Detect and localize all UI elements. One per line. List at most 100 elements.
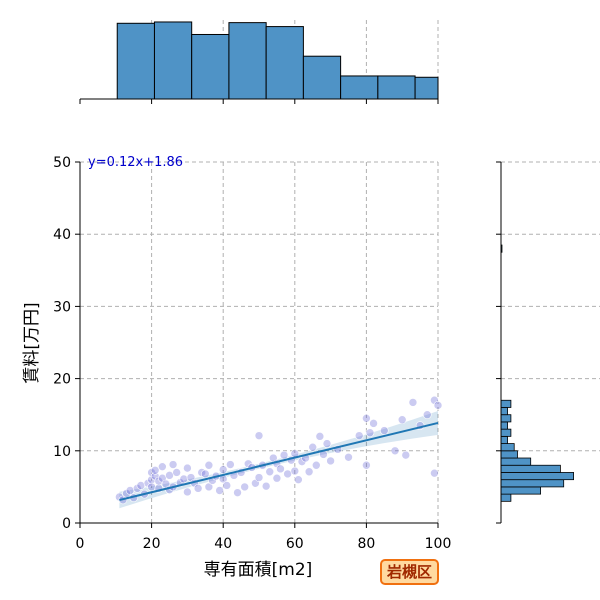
data-point <box>311 460 321 470</box>
data-point <box>226 460 235 469</box>
regression-equation: y=0.12x+1.86 <box>88 155 183 170</box>
x-tick-label: 0 <box>76 536 85 552</box>
y-axis-title: 賃料[万円] <box>22 302 42 383</box>
regression-line <box>119 421 439 502</box>
main-plot: 0 20 40 60 80 100 0 10 20 30 40 50 <box>53 155 451 552</box>
data-point <box>430 395 439 405</box>
data-point <box>297 457 307 466</box>
y-hist-bar <box>500 407 508 416</box>
data-point <box>344 452 353 462</box>
data-point <box>243 459 253 469</box>
ward-badge: 岩槻区 <box>380 559 440 585</box>
data-point <box>132 484 142 493</box>
x-hist-bar <box>414 76 439 100</box>
data-point <box>326 456 335 466</box>
y-tick-label: 40 <box>53 227 71 243</box>
x-axis-title: 専有面積[m2] <box>204 560 313 580</box>
data-point <box>279 450 289 460</box>
data-point <box>150 465 160 475</box>
x-marginal-histogram <box>79 20 439 104</box>
data-point <box>379 426 389 435</box>
y-tick-label: 20 <box>53 372 71 388</box>
data-point <box>125 486 135 495</box>
y-hist-bar <box>500 493 512 502</box>
y-hist-bar <box>500 421 508 430</box>
data-point <box>136 481 146 490</box>
data-point <box>308 442 318 452</box>
data-point <box>218 465 228 474</box>
data-point <box>390 446 400 456</box>
y-hist-bar <box>500 486 541 495</box>
data-point <box>183 463 192 473</box>
data-point <box>143 478 153 488</box>
data-point <box>422 410 432 420</box>
data-point <box>222 481 232 490</box>
y-marginal-histogram <box>496 161 600 524</box>
data-point <box>201 469 210 479</box>
x-hist-bar <box>153 21 193 100</box>
y-hist-bar <box>500 428 512 437</box>
x-hist-bar <box>265 26 304 100</box>
x-tick-label: 100 <box>425 536 452 552</box>
data-point <box>272 473 282 483</box>
data-point <box>204 460 214 470</box>
data-point <box>265 467 275 477</box>
data-point <box>283 469 292 479</box>
y-tick-label: 0 <box>62 516 71 532</box>
y-tick-label: 50 <box>53 155 71 171</box>
y-hist-bar <box>500 479 565 488</box>
data-point <box>315 432 325 441</box>
data-point <box>397 415 407 425</box>
x-hist-bar <box>340 75 379 100</box>
data-point <box>408 398 418 407</box>
data-point <box>147 475 156 484</box>
x-tick-label: 40 <box>214 536 232 552</box>
y-hist-bar <box>500 472 574 481</box>
y-hist-bar <box>500 450 518 459</box>
data-point <box>240 482 249 492</box>
y-tick-label: 30 <box>53 299 71 315</box>
data-point <box>168 460 178 469</box>
data-point <box>165 471 174 480</box>
y-hist-bar <box>500 414 512 423</box>
y-hist-bar <box>500 435 508 444</box>
data-point <box>433 401 443 410</box>
data-point <box>183 487 192 497</box>
data-point <box>254 431 264 440</box>
data-point <box>193 484 203 493</box>
y-hist-bar <box>500 399 512 408</box>
data-point <box>362 460 371 470</box>
data-point <box>354 431 364 440</box>
x-tick-label: 60 <box>286 536 304 552</box>
y-hist-bar <box>500 464 561 473</box>
data-point <box>430 468 439 478</box>
data-point <box>290 466 300 476</box>
data-point <box>172 468 181 477</box>
data-point <box>401 450 411 460</box>
data-point <box>304 467 314 477</box>
data-point <box>147 482 156 492</box>
x-hist-bar <box>302 55 342 100</box>
y-hist-bar <box>500 457 532 466</box>
data-point <box>276 464 285 474</box>
x-hist-bar <box>377 75 416 100</box>
data-point <box>369 419 378 428</box>
data-point <box>215 486 224 495</box>
data-point <box>158 462 167 471</box>
data-point <box>294 475 303 484</box>
data-point <box>204 482 214 492</box>
y-tick-label: 10 <box>53 444 71 460</box>
x-hist-bar <box>191 33 230 100</box>
data-point <box>365 428 375 438</box>
x-hist-bar <box>116 22 155 100</box>
data-point <box>261 481 271 491</box>
data-point <box>254 473 264 482</box>
x-tick-label: 80 <box>357 536 375 552</box>
data-point <box>322 439 332 448</box>
y-hist-bar <box>500 443 515 452</box>
data-point <box>362 414 371 423</box>
regression-confidence-band <box>119 411 438 509</box>
data-point <box>233 488 242 497</box>
x-tick-label: 20 <box>143 536 161 552</box>
